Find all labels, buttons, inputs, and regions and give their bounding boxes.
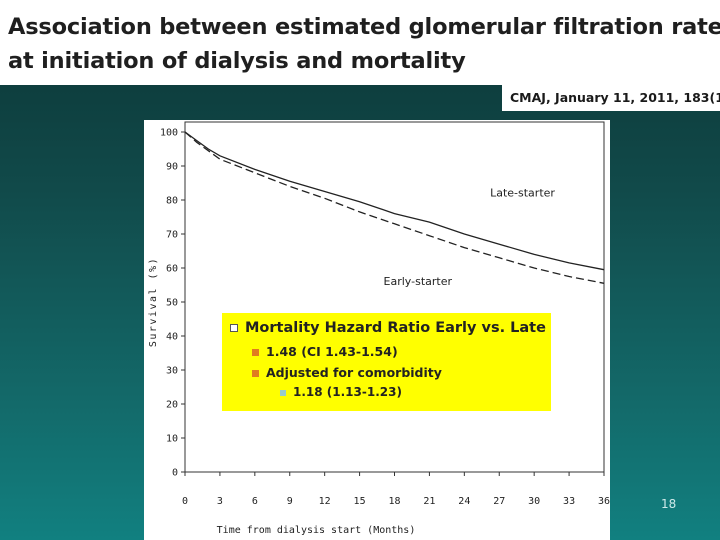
y-tick-label: 100 bbox=[160, 128, 178, 139]
y-tick-label: 30 bbox=[166, 366, 178, 377]
y-tick-label: 90 bbox=[166, 162, 178, 173]
x-tick-label: 6 bbox=[252, 496, 258, 507]
outline-square-bullet-icon bbox=[230, 324, 238, 332]
x-tick-label: 21 bbox=[423, 496, 435, 507]
y-tick-label: 70 bbox=[166, 230, 178, 241]
x-tick-label: 27 bbox=[493, 496, 505, 507]
series-annotation: Early-starter bbox=[384, 275, 453, 288]
x-tick-label: 30 bbox=[528, 496, 540, 507]
y-axis-label: Survival (%) bbox=[148, 257, 159, 347]
y-tick-label: 60 bbox=[166, 264, 178, 275]
callout-item: 1.48 (CI 1.43-1.54) bbox=[252, 344, 398, 359]
y-tick-label: 0 bbox=[172, 468, 178, 479]
orange-square-bullet-icon bbox=[252, 349, 259, 356]
slide-title-line-2: at initiation of dialysis and mortality bbox=[8, 48, 466, 74]
x-tick-label: 9 bbox=[287, 496, 293, 507]
small-square-bullet-icon bbox=[280, 389, 286, 396]
series-annotation: Late-starter bbox=[490, 187, 555, 200]
x-tick-label: 15 bbox=[354, 496, 366, 507]
citation-box: CMAJ, January 11, 2011, 183(1) bbox=[502, 85, 720, 111]
y-tick-label: 40 bbox=[166, 332, 178, 343]
y-tick-label: 80 bbox=[166, 196, 178, 207]
x-tick-label: 3 bbox=[217, 496, 223, 507]
x-axis-label: Time from dialysis start (Months) bbox=[217, 525, 416, 536]
callout-item-text: 1.48 (CI 1.43-1.54) bbox=[266, 344, 398, 359]
title-band: Association between estimated glomerular… bbox=[0, 0, 720, 85]
x-tick-label: 24 bbox=[458, 496, 470, 507]
hazard-ratio-callout: Mortality Hazard Ratio Early vs. Late 1.… bbox=[222, 313, 551, 411]
x-tick-label: 36 bbox=[598, 496, 610, 507]
callout-heading: Mortality Hazard Ratio Early vs. Late bbox=[230, 320, 546, 336]
callout-item: Adjusted for comorbidity bbox=[252, 365, 442, 380]
journal-citation: CMAJ, January 11, 2011, 183(1) bbox=[510, 90, 720, 105]
y-tick-label: 50 bbox=[166, 298, 178, 309]
x-tick-label: 0 bbox=[182, 496, 188, 507]
y-tick-label: 10 bbox=[166, 434, 178, 445]
x-tick-label: 12 bbox=[319, 496, 331, 507]
x-tick-label: 18 bbox=[388, 496, 400, 507]
callout-subitem-text: 1.18 (1.13-1.23) bbox=[293, 385, 402, 399]
callout-item-text: Adjusted for comorbidity bbox=[266, 365, 442, 380]
plot-frame bbox=[184, 121, 605, 473]
callout-heading-text: Mortality Hazard Ratio Early vs. Late bbox=[245, 320, 546, 336]
callout-subitem: 1.18 (1.13-1.23) bbox=[280, 385, 402, 399]
series-line-early-starter bbox=[184, 131, 605, 284]
series-line-late-starter bbox=[184, 131, 605, 271]
slide-title-line-1: Association between estimated glomerular… bbox=[8, 14, 720, 40]
page-number: 18 bbox=[661, 497, 677, 511]
y-tick-label: 20 bbox=[166, 400, 178, 411]
orange-square-bullet-icon bbox=[252, 370, 259, 377]
x-tick-label: 33 bbox=[563, 496, 575, 507]
